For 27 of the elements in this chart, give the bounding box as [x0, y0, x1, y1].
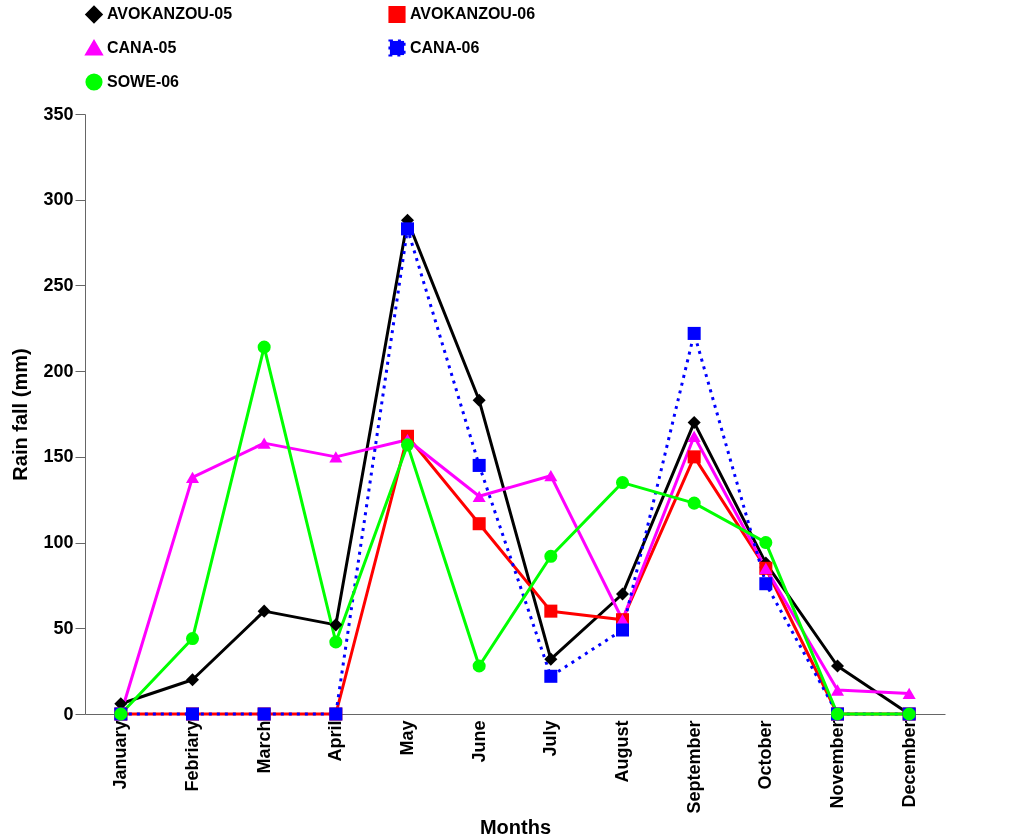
y-axis-title: Rain fall (mm) — [9, 348, 32, 481]
x-tick-label: September — [683, 720, 704, 814]
x-tick-label: October — [755, 720, 776, 790]
x-tick-label: January — [110, 720, 131, 790]
x-tick-label: April — [325, 720, 346, 762]
x-tick-label: November — [827, 720, 847, 809]
y-tick-label: 350 — [43, 103, 74, 124]
y-tick-label: 150 — [43, 446, 74, 467]
y-tick-label: 250 — [43, 274, 74, 295]
y-tick-label: 50 — [53, 617, 74, 638]
y-tick-label: 200 — [43, 360, 74, 381]
x-tick-label: May — [397, 720, 417, 756]
x-tick-label: December — [898, 720, 919, 808]
x-tick-label: Febriary — [182, 720, 202, 792]
y-tick-label: 0 — [63, 703, 74, 724]
y-tick-label: 300 — [43, 189, 74, 210]
x-axis-title: Months — [479, 815, 552, 836]
x-tick-label: March — [253, 720, 274, 774]
x-tick-label: August — [612, 720, 632, 783]
legend-label: SOWE-06 — [107, 73, 180, 90]
legend-label: AVOKANZOU-06 — [410, 5, 536, 23]
y-tick-label: 100 — [43, 532, 74, 553]
legend-label: AVOKANZOU-05 — [107, 5, 233, 23]
legend-label: CANA-05 — [107, 39, 177, 56]
x-tick-label: July — [540, 720, 561, 757]
x-tick-label: June — [468, 720, 489, 763]
legend-label: CANA-06 — [410, 39, 480, 56]
